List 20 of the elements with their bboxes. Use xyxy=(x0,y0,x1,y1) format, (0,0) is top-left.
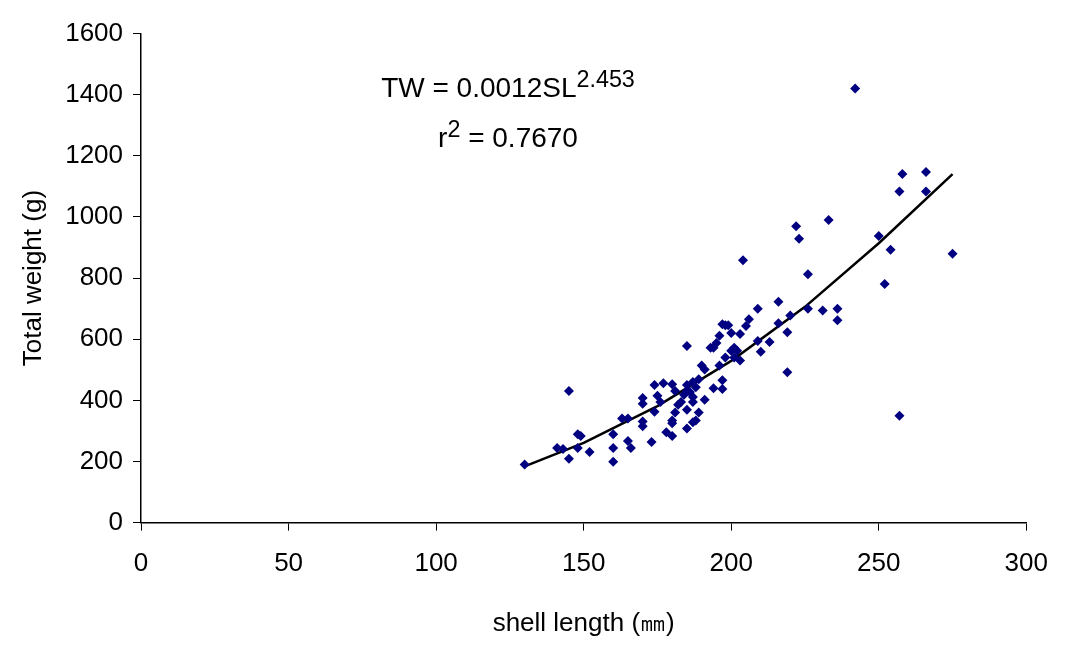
x-tick-label: 100 xyxy=(414,547,458,578)
y-axis-title: Total weight (g) xyxy=(16,189,47,367)
x-tick-label: 0 xyxy=(133,547,149,578)
y-tick-label: 600 xyxy=(79,322,124,353)
x-tick-label: 50 xyxy=(274,547,304,578)
x-tick-label: 200 xyxy=(709,547,753,578)
x-axis-title: shell length (㎜) xyxy=(492,606,675,637)
x-tick-label: 300 xyxy=(1004,547,1049,578)
y-tick-label: 1000 xyxy=(65,200,124,231)
annotation: r$^{2}$ = 0.7670 xyxy=(437,116,579,155)
y-tick-label: 800 xyxy=(79,261,124,292)
y-tick-label: 1400 xyxy=(65,77,124,108)
x-tick-label: 250 xyxy=(857,547,901,578)
y-tick-label: 1200 xyxy=(65,139,124,170)
x-tick-label: 150 xyxy=(561,547,606,578)
annotation: TW = 0.0012SL$^{2.453}$ xyxy=(380,66,636,105)
y-tick-label: 0 xyxy=(108,505,124,536)
y-tick-label: 1600 xyxy=(65,16,124,47)
y-tick-label: 400 xyxy=(79,383,124,414)
y-tick-label: 200 xyxy=(79,444,124,475)
